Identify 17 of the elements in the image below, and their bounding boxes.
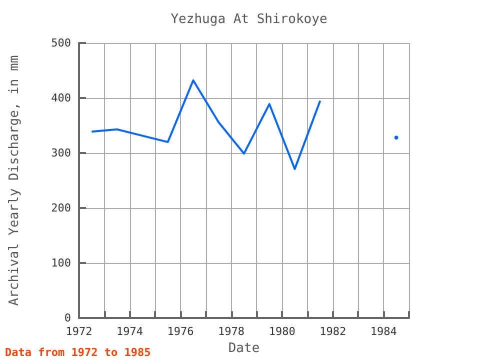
chart-title: Yezhuga At Shirokoye [170,12,328,27]
x-tick-label: 1972 [66,325,92,338]
y-tick-label: 500 [51,36,71,50]
x-tick-label: 1974 [116,325,144,338]
y-tick-label: 400 [51,92,71,105]
x-tick-label: 1978 [218,325,245,338]
y-tick-label: 200 [51,202,71,215]
y-axis-title: Archival Yearly Discharge, in mm [7,55,22,306]
text: Data from 1972 to 1985 [5,346,151,359]
x-axis-title: Date [228,341,260,356]
x-tick-label: 1980 [268,325,296,338]
x-tick-label: 1984 [370,325,398,338]
x-tick-label: 1976 [167,325,194,338]
y-tick-label: 0 [64,312,71,325]
y-tick-label: 100 [51,256,71,270]
y-tick-label: 300 [51,146,71,160]
x-tick-label: 1982 [320,325,346,338]
